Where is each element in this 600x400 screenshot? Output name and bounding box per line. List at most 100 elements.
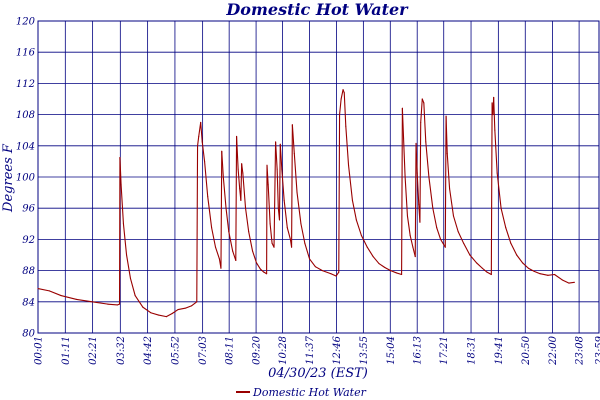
series-segment	[494, 129, 498, 174]
series-segment	[457, 231, 465, 244]
series-segment	[446, 153, 451, 190]
series-segment	[142, 306, 152, 314]
series-segment	[378, 263, 386, 269]
series-segment	[120, 184, 124, 225]
series-segment	[300, 223, 306, 244]
x-tick-label: 10:28	[278, 336, 289, 365]
series-segment	[401, 107, 403, 276]
series-segment	[197, 135, 200, 147]
series-segment	[221, 150, 224, 178]
series-segment	[366, 246, 374, 258]
series-segment	[291, 124, 293, 248]
series-segment	[421, 98, 425, 104]
series-segment	[211, 227, 217, 248]
series-segment	[222, 176, 227, 209]
series-segment	[360, 234, 368, 248]
y-axis-label: Degrees F	[1, 143, 16, 213]
series-segment	[402, 137, 406, 178]
x-tick-label: 23:08	[575, 336, 586, 366]
series-segment	[279, 143, 283, 170]
series-segment	[384, 266, 392, 272]
x-tick-label: 01:11	[61, 336, 72, 365]
series-segment	[372, 256, 380, 265]
series-segment	[404, 176, 408, 217]
x-tick-label: 04:42	[143, 336, 154, 365]
y-tick-label: 96	[22, 204, 35, 215]
series-segment	[505, 227, 512, 244]
series-segment	[395, 272, 403, 276]
series-segment	[48, 290, 62, 297]
series-segment	[119, 156, 122, 186]
series-segment	[330, 273, 337, 277]
y-tick-label: 80	[22, 329, 35, 340]
series-segment	[444, 115, 447, 248]
series-segment	[296, 192, 302, 225]
series-segment	[493, 96, 496, 131]
series-segment	[449, 188, 455, 217]
series-segment	[286, 227, 291, 240]
series-segment	[150, 312, 160, 316]
series-segment	[201, 141, 206, 162]
series-segment	[134, 295, 144, 308]
series-segment	[228, 231, 234, 252]
y-tick-label: 88	[22, 266, 35, 277]
series-segment	[345, 125, 350, 166]
series-segment	[390, 270, 398, 274]
series-segment	[129, 277, 136, 297]
series-segment	[415, 142, 418, 174]
y-tick-label: 112	[16, 79, 35, 90]
series-segment	[490, 102, 493, 276]
series-segment	[236, 135, 239, 170]
series-segment	[547, 273, 556, 276]
x-tick-label: 19:41	[494, 336, 505, 365]
series-segment	[293, 153, 298, 194]
y-tick-label: 84	[22, 297, 35, 308]
series-segment	[428, 176, 434, 209]
series-segment	[269, 223, 273, 244]
series-segment	[496, 172, 502, 209]
series-segment	[177, 307, 187, 311]
series-segment	[241, 163, 244, 174]
series-segment	[343, 92, 347, 127]
series-segment	[255, 262, 261, 270]
x-tick-label: 12:46	[332, 335, 343, 364]
x-tick-label: 13:55	[359, 336, 370, 365]
y-tick-label: 108	[16, 110, 35, 121]
x-tick-label: 00:01	[34, 336, 45, 365]
series-segment	[561, 279, 570, 284]
series-segment	[463, 242, 471, 256]
series-segment	[440, 238, 446, 248]
series-segment	[347, 164, 353, 201]
series-segment	[76, 298, 93, 303]
series-layer	[37, 89, 575, 318]
series-segment	[37, 287, 50, 292]
series-segment	[469, 254, 478, 264]
series-segment	[516, 254, 524, 264]
x-tick-label: 23:59	[595, 335, 600, 365]
series-segment	[436, 227, 442, 240]
x-tick-label: 22:00	[548, 335, 559, 365]
series-segment	[423, 102, 427, 143]
series-segment	[510, 242, 518, 256]
x-tick-label: 08:11	[225, 336, 236, 365]
series-segment	[259, 268, 265, 273]
series-segment	[342, 89, 345, 94]
x-tick-label: 20:50	[521, 335, 532, 365]
series-segment	[220, 150, 223, 269]
series-segment	[281, 168, 285, 201]
x-tick-label: 03:32	[116, 336, 127, 365]
series-segment	[248, 231, 254, 252]
y-axis-ticks: 80 84 88 92 96 100 104 108 112 116 120	[16, 17, 36, 340]
series-segment	[157, 314, 167, 318]
series-segment	[200, 121, 203, 143]
y-tick-label: 104	[16, 141, 35, 152]
series-segment	[339, 98, 342, 116]
series-segment	[414, 142, 417, 258]
series-segment	[283, 199, 288, 229]
series-segment	[406, 215, 411, 237]
series-segment	[338, 114, 341, 273]
y-tick-label: 92	[22, 235, 35, 246]
series-segment	[244, 207, 250, 233]
series-segment	[452, 215, 459, 233]
x-tick-label: 02:21	[88, 336, 99, 365]
